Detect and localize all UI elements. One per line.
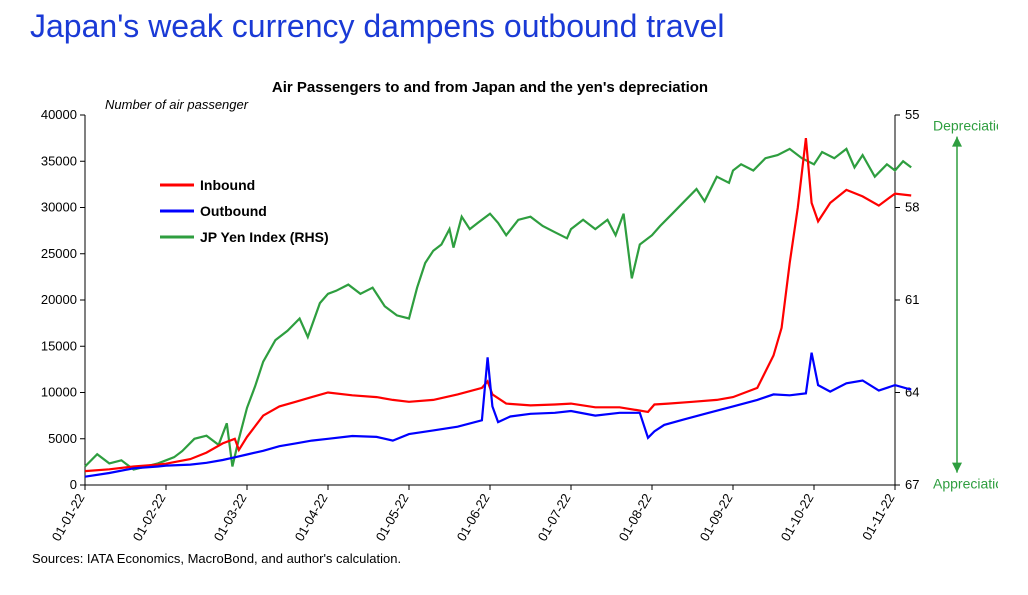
yen-arrow-up bbox=[952, 137, 962, 147]
y-left-title: Number of air passenger bbox=[105, 97, 249, 112]
x-tick: 01-09-22 bbox=[697, 491, 736, 544]
yen-bottom-label: Appreciation bbox=[933, 476, 998, 492]
y-right-tick: 58 bbox=[905, 200, 919, 215]
page-title: Japan's weak currency dampens outbound t… bbox=[30, 8, 725, 45]
yen-top-label: Depreciation bbox=[933, 118, 998, 134]
y-left-tick: 25000 bbox=[41, 246, 77, 261]
y-left-tick: 10000 bbox=[41, 385, 77, 400]
chart-title: Air Passengers to and from Japan and the… bbox=[272, 79, 708, 96]
legend-label: JP Yen Index (RHS) bbox=[200, 229, 329, 245]
x-tick: 01-06-22 bbox=[454, 491, 493, 544]
y-left-tick: 20000 bbox=[41, 292, 77, 307]
legend-label: Outbound bbox=[200, 203, 267, 219]
y-right-tick: 61 bbox=[905, 292, 919, 307]
yen-arrow-down bbox=[952, 463, 962, 473]
y-right-tick: 67 bbox=[905, 477, 919, 492]
y-left-tick: 40000 bbox=[41, 107, 77, 122]
y-left-tick: 0 bbox=[70, 477, 77, 492]
x-tick: 01-04-22 bbox=[292, 491, 331, 544]
series-outbound bbox=[85, 353, 911, 477]
y-right-tick: 55 bbox=[905, 107, 919, 122]
y-left-tick: 15000 bbox=[41, 338, 77, 353]
x-tick: 01-02-22 bbox=[130, 491, 169, 544]
x-tick: 01-03-22 bbox=[211, 491, 250, 544]
y-left-tick: 30000 bbox=[41, 200, 77, 215]
source-line: Sources: IATA Economics, MacroBond, and … bbox=[32, 551, 401, 566]
x-tick: 01-01-22 bbox=[49, 491, 88, 544]
x-tick: 01-08-22 bbox=[616, 491, 655, 544]
x-tick: 01-05-22 bbox=[373, 491, 412, 544]
y-right-tick: 64 bbox=[905, 385, 919, 400]
y-left-tick: 5000 bbox=[48, 431, 77, 446]
legend-label: Inbound bbox=[200, 177, 255, 193]
y-left-tick: 35000 bbox=[41, 153, 77, 168]
chart-container: Air Passengers to and from Japan and the… bbox=[30, 70, 998, 570]
chart-svg: Air Passengers to and from Japan and the… bbox=[30, 70, 998, 570]
x-tick: 01-07-22 bbox=[535, 491, 574, 544]
x-tick: 01-10-22 bbox=[778, 491, 817, 544]
x-tick: 01-11-22 bbox=[859, 491, 898, 543]
